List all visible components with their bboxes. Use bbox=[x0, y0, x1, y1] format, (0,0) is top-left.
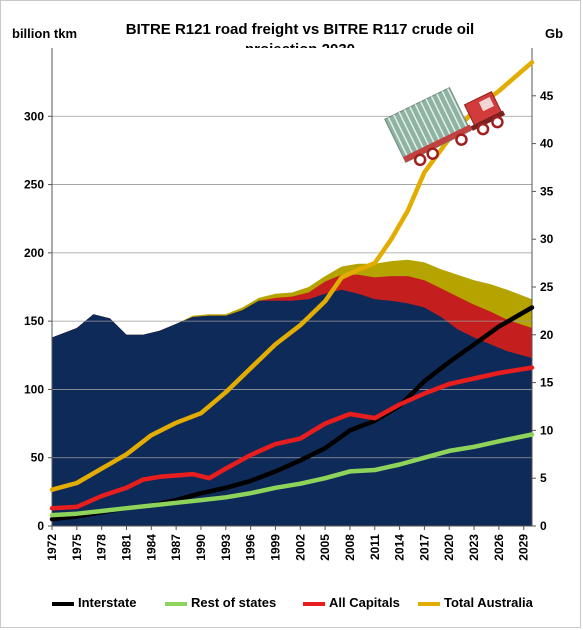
y-right-tick-label: 40 bbox=[540, 137, 554, 151]
chart-legend: Interstate Rest of states All Capitals T… bbox=[40, 595, 560, 613]
x-tick-label: 2008 bbox=[343, 534, 357, 561]
right-axis-label: Gb bbox=[545, 26, 564, 41]
truck-icon bbox=[384, 86, 506, 167]
x-tick-label: 2011 bbox=[368, 534, 382, 560]
x-tick-label: 1987 bbox=[169, 534, 183, 561]
x-tick-label: 2005 bbox=[318, 534, 332, 561]
legend-label: Total Australia bbox=[444, 595, 533, 610]
y-right-tick-label: 5 bbox=[540, 471, 547, 485]
series-line-all-capitals bbox=[49, 365, 535, 511]
x-tick-label: 2014 bbox=[393, 534, 407, 561]
title-line-1: BITRE R121 road freight vs BITRE R117 cr… bbox=[125, 21, 475, 38]
left-axis-label: billion tkm bbox=[12, 26, 77, 41]
y-right-tick-label: 45 bbox=[540, 89, 554, 103]
x-tick-label: 2026 bbox=[492, 534, 506, 561]
x-tick-label: 2023 bbox=[467, 534, 481, 561]
y-left-tick-label: 50 bbox=[31, 451, 45, 465]
legend-swatch bbox=[303, 601, 325, 606]
y-right-tick-label: 20 bbox=[540, 328, 554, 342]
x-tick-label: 1990 bbox=[194, 534, 208, 561]
y-left-tick-label: 150 bbox=[24, 314, 44, 328]
y-left-tick-label: 0 bbox=[37, 519, 44, 533]
x-tick-label: 1981 bbox=[119, 534, 133, 561]
legend-swatch bbox=[52, 601, 74, 606]
y-left-tick-label: 300 bbox=[24, 109, 44, 123]
x-tick-label: 1972 bbox=[45, 534, 59, 561]
legend-label: All Capitals bbox=[329, 595, 400, 610]
y-right-tick-label: 10 bbox=[540, 423, 554, 437]
y-right-tick-label: 0 bbox=[540, 519, 547, 533]
x-tick-label: 1975 bbox=[70, 534, 84, 561]
y-right-tick-label: 15 bbox=[540, 376, 554, 390]
x-tick-label: 2020 bbox=[442, 534, 456, 561]
x-tick-label: 1978 bbox=[95, 534, 109, 561]
y-left-tick-label: 250 bbox=[24, 178, 44, 192]
x-tick-label: 2002 bbox=[293, 534, 307, 561]
x-tick-label: 2017 bbox=[417, 534, 431, 561]
x-tick-label: 2029 bbox=[517, 534, 531, 561]
area-band-2 bbox=[52, 289, 532, 526]
legend-item-all-capitals: All Capitals bbox=[303, 595, 400, 613]
legend-label: Interstate bbox=[78, 595, 137, 610]
legend-label: Rest of states bbox=[191, 595, 277, 610]
y-right-tick-label: 25 bbox=[540, 280, 554, 294]
legend-swatch bbox=[165, 601, 187, 606]
legend-item-total-australia: Total Australia bbox=[418, 595, 533, 613]
y-right-tick-label: 35 bbox=[540, 184, 554, 198]
legend-item-interstate: Interstate bbox=[52, 595, 137, 613]
legend-item-rest-of-states: Rest of states bbox=[165, 595, 276, 613]
y-left-tick-label: 200 bbox=[24, 246, 44, 260]
x-tick-label: 1993 bbox=[219, 534, 233, 561]
y-left-tick-label: 100 bbox=[24, 382, 44, 396]
series-line-rest-of-states bbox=[49, 432, 535, 518]
x-tick-label: 1996 bbox=[244, 534, 258, 561]
x-tick-label: 1999 bbox=[268, 534, 282, 561]
legend-swatch bbox=[418, 601, 440, 606]
y-right-tick-label: 30 bbox=[540, 232, 554, 246]
x-tick-label: 1984 bbox=[144, 534, 158, 561]
